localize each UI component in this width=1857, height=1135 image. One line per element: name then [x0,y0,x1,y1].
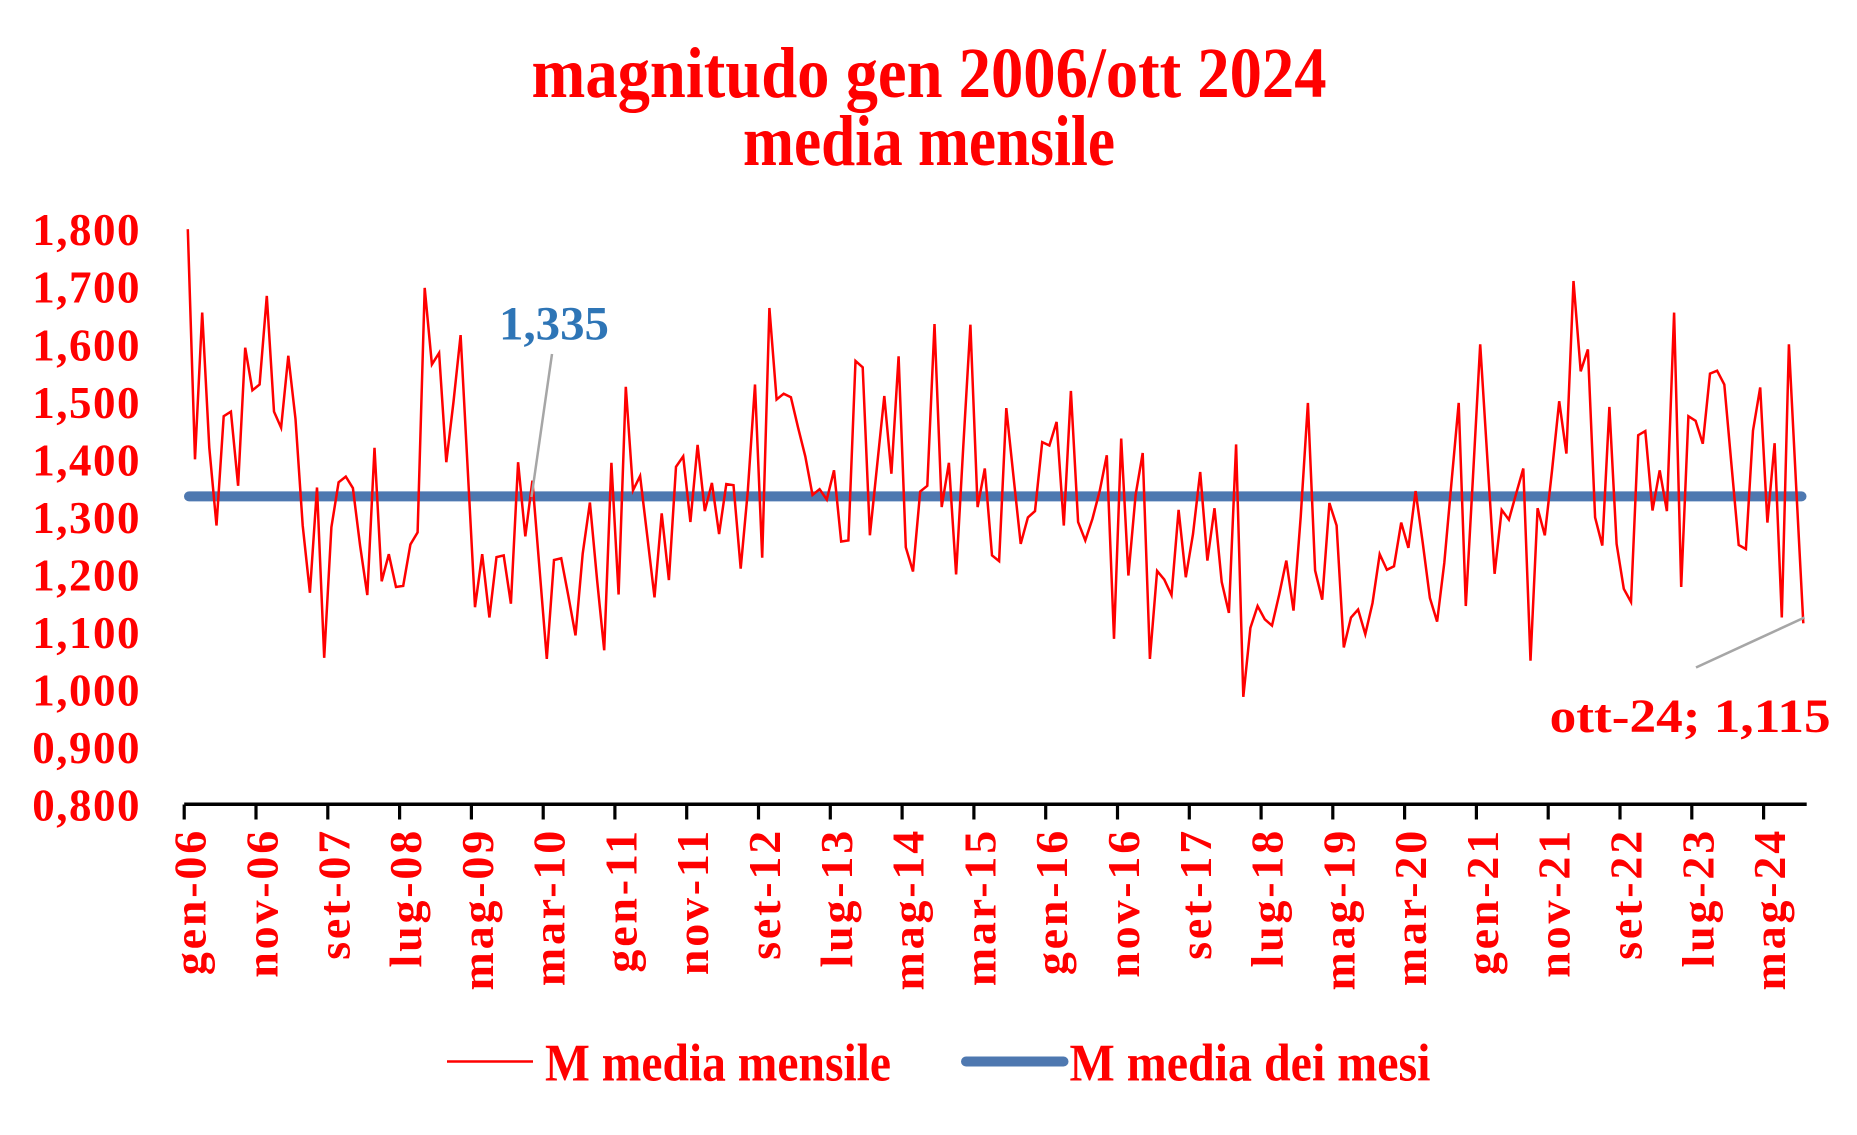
svg-text:M media mensile: M media mensile [545,1035,891,1093]
svg-text:lug-18: lug-18 [1242,828,1293,967]
svg-text:1,335: 1,335 [499,298,609,351]
svg-text:gen-11: gen-11 [595,828,646,973]
svg-text:mag-24: mag-24 [1744,828,1795,990]
svg-text:1,200: 1,200 [32,550,141,600]
svg-text:mar-10: mar-10 [524,828,575,986]
svg-text:gen-16: gen-16 [1026,828,1077,975]
svg-text:gen-06: gen-06 [165,828,216,975]
svg-text:mag-19: mag-19 [1313,828,1364,990]
svg-text:nov-11: nov-11 [667,828,718,975]
svg-text:set-22: set-22 [1601,828,1652,960]
svg-text:set-07: set-07 [308,828,359,960]
svg-text:nov-16: nov-16 [1098,828,1149,978]
svg-text:1,100: 1,100 [32,608,141,658]
svg-text:1,300: 1,300 [32,493,141,543]
svg-text:lug-23: lug-23 [1672,828,1723,967]
svg-text:mar-20: mar-20 [1385,828,1436,986]
svg-text:set-12: set-12 [739,828,790,960]
svg-text:mar-15: mar-15 [954,828,1005,986]
svg-text:nov-21: nov-21 [1529,828,1580,978]
svg-text:lug-13: lug-13 [811,828,862,967]
svg-text:lug-08: lug-08 [380,828,431,967]
svg-text:mag-09: mag-09 [452,828,503,990]
svg-text:0,800: 0,800 [32,781,141,831]
svg-text:media mensile: media mensile [743,101,1115,181]
svg-text:1,400: 1,400 [32,435,141,485]
svg-text:nov-06: nov-06 [237,828,288,978]
svg-text:M media dei mesi: M media dei mesi [1070,1035,1431,1093]
svg-text:1,700: 1,700 [32,263,141,313]
svg-text:magnitudo gen 2006/ott 2024: magnitudo gen 2006/ott 2024 [532,33,1327,113]
svg-text:set-17: set-17 [1170,828,1221,960]
svg-text:1,000: 1,000 [32,665,141,715]
svg-text:mag-14: mag-14 [883,828,934,990]
svg-text:1,600: 1,600 [32,320,141,370]
svg-text:0,900: 0,900 [32,723,141,773]
svg-text:gen-21: gen-21 [1457,828,1508,975]
svg-text:ott-24; 1,115: ott-24; 1,115 [1550,690,1831,743]
svg-text:1,500: 1,500 [32,378,141,428]
svg-text:1,800: 1,800 [32,205,141,255]
